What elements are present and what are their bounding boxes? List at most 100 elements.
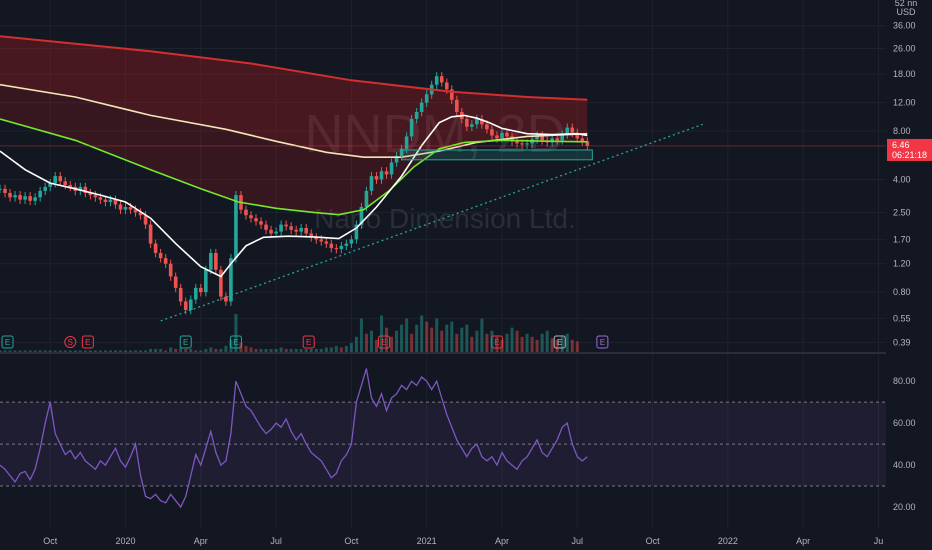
candle-body[interactable]	[560, 134, 565, 141]
candle-body[interactable]	[505, 132, 509, 137]
candle-body[interactable]	[28, 196, 32, 201]
candle-body[interactable]	[68, 184, 73, 187]
candle-body[interactable]	[98, 197, 103, 200]
candle-body[interactable]	[289, 226, 293, 230]
candle-body[interactable]	[444, 82, 449, 90]
candle-body[interactable]	[249, 215, 253, 219]
candle-body[interactable]	[404, 136, 409, 149]
candle-body[interactable]	[575, 132, 580, 139]
candle-body[interactable]	[18, 195, 22, 200]
candle-body[interactable]	[259, 221, 263, 225]
candle-body[interactable]	[555, 138, 560, 141]
candle-body[interactable]	[309, 233, 314, 238]
candle-body[interactable]	[334, 248, 339, 250]
candle-body[interactable]	[465, 118, 469, 127]
candle-body[interactable]	[314, 237, 319, 240]
candle-body[interactable]	[118, 204, 123, 210]
candle-body[interactable]	[148, 224, 153, 244]
candle-body[interactable]	[153, 243, 158, 253]
candle-body[interactable]	[158, 252, 163, 259]
candle-body[interactable]	[359, 206, 364, 225]
earnings-badge[interactable]: E	[302, 335, 315, 349]
earnings-badge[interactable]: E	[378, 335, 391, 349]
candle-body[interactable]	[113, 199, 118, 205]
candle-body[interactable]	[515, 141, 519, 144]
candle-body[interactable]	[138, 212, 143, 216]
candle-body[interactable]	[88, 192, 93, 196]
candle-body[interactable]	[389, 162, 394, 175]
candle-body[interactable]	[23, 196, 27, 200]
candle-body[interactable]	[449, 89, 454, 100]
candle-body[interactable]	[178, 287, 183, 302]
candle-body[interactable]	[580, 138, 585, 142]
candle-body[interactable]	[128, 206, 133, 210]
rsi-pane[interactable]	[0, 368, 886, 509]
candle-body[interactable]	[349, 239, 354, 244]
candle-body[interactable]	[475, 118, 479, 125]
candle-body[interactable]	[344, 243, 349, 246]
earnings-badge[interactable]: S	[64, 336, 77, 348]
candle-body[interactable]	[409, 118, 414, 137]
candle-body[interactable]	[264, 224, 268, 230]
candle-body[interactable]	[108, 199, 113, 202]
candle-body[interactable]	[204, 269, 208, 293]
candle-body[interactable]	[279, 224, 283, 232]
candle-body[interactable]	[0, 188, 2, 190]
candle-body[interactable]	[535, 135, 539, 140]
candle-body[interactable]	[183, 301, 188, 310]
candle-body[interactable]	[224, 296, 228, 302]
candle-body[interactable]	[198, 287, 203, 293]
earnings-badge[interactable]: E	[1, 335, 14, 349]
candle-body[interactable]	[244, 209, 248, 216]
candle-body[interactable]	[33, 197, 37, 201]
candle-body[interactable]	[570, 127, 575, 133]
candle-body[interactable]	[214, 252, 218, 270]
candle-body[interactable]	[369, 176, 374, 191]
candle-body[interactable]	[439, 76, 444, 83]
moving-average-line[interactable]	[0, 35, 588, 101]
rsi-axis[interactable]: 80.00 60.00 40.00 20.00	[893, 376, 916, 512]
candle-body[interactable]	[133, 209, 138, 213]
candle-body[interactable]	[219, 269, 223, 297]
candle-body[interactable]	[188, 299, 193, 310]
candle-body[interactable]	[485, 124, 489, 130]
candle-body[interactable]	[550, 138, 554, 143]
earnings-badge[interactable]: E	[490, 335, 503, 349]
candle-body[interactable]	[379, 171, 384, 180]
candle-body[interactable]	[299, 227, 303, 232]
candle-body[interactable]	[63, 181, 68, 185]
candle-body[interactable]	[455, 99, 459, 112]
candle-body[interactable]	[520, 143, 524, 145]
candle-body[interactable]	[38, 190, 42, 198]
candle-body[interactable]	[424, 94, 429, 103]
moving-average-line[interactable]	[0, 114, 588, 278]
candle-body[interactable]	[53, 176, 58, 184]
candle-body[interactable]	[173, 276, 178, 288]
candle-body[interactable]	[319, 239, 324, 242]
candle-body[interactable]	[384, 171, 389, 175]
candle-body[interactable]	[269, 229, 273, 234]
candle-body[interactable]	[229, 258, 233, 302]
candle-body[interactable]	[284, 224, 288, 227]
candle-body[interactable]	[163, 258, 168, 264]
earnings-badge[interactable]: E	[596, 335, 609, 349]
candle-body[interactable]	[490, 129, 494, 136]
candle-body[interactable]	[168, 263, 173, 277]
candle-body[interactable]	[394, 155, 399, 163]
candle-body[interactable]	[83, 186, 88, 193]
candle-body[interactable]	[480, 118, 484, 125]
earnings-badge[interactable]: E	[179, 335, 192, 349]
candle-body[interactable]	[354, 224, 359, 240]
rsi-line[interactable]	[0, 368, 588, 509]
candle-body[interactable]	[434, 76, 439, 85]
price-candles[interactable]	[0, 72, 590, 315]
candle-body[interactable]	[540, 135, 544, 141]
candle-body[interactable]	[419, 102, 424, 112]
candle-body[interactable]	[234, 195, 238, 259]
candle-body[interactable]	[495, 135, 499, 139]
candle-body[interactable]	[585, 141, 590, 146]
candle-body[interactable]	[324, 241, 329, 244]
candle-body[interactable]	[43, 186, 47, 191]
